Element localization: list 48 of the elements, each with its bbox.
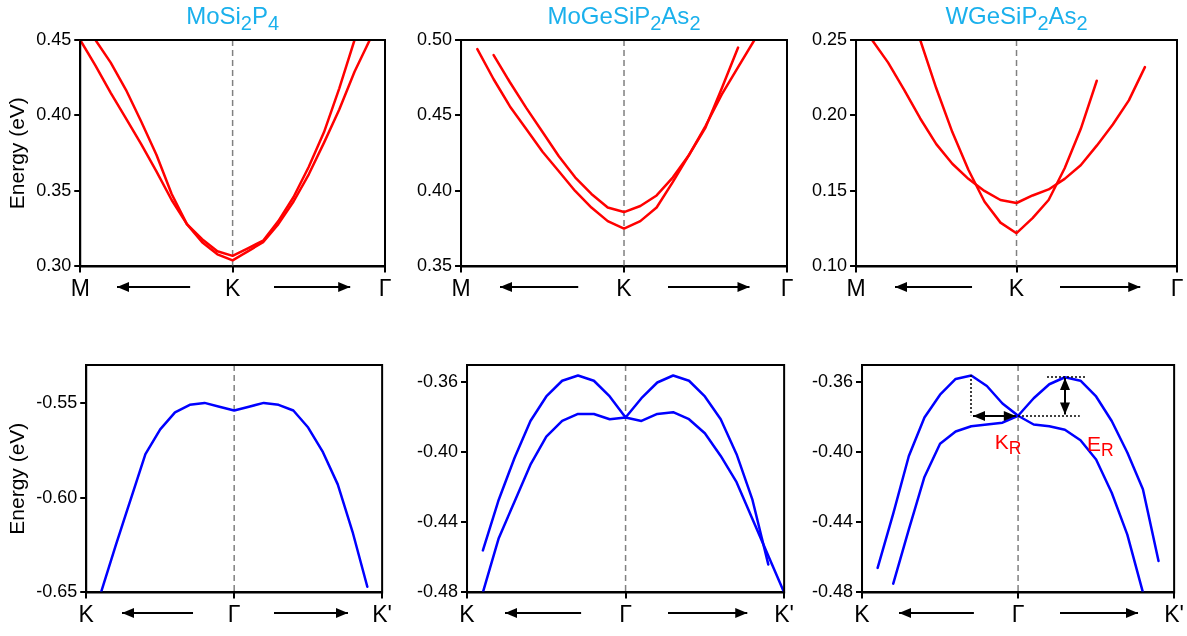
x-tick-label: K bbox=[854, 600, 871, 627]
y-tick-label: -0.36 bbox=[417, 371, 459, 392]
y-axis-title: Energy (eV) bbox=[5, 97, 29, 210]
y-tick-label: -0.65 bbox=[36, 581, 78, 602]
y-axis-title: Energy (eV) bbox=[5, 422, 29, 535]
x-tick-label: M bbox=[846, 274, 866, 301]
y-tick-label: 0.35 bbox=[416, 255, 453, 276]
y-tick-label: 0.30 bbox=[36, 255, 72, 276]
x-tick-label: K' bbox=[372, 600, 392, 627]
y-tick-label: 0.45 bbox=[36, 28, 72, 49]
x-tick-label: K bbox=[224, 274, 241, 301]
x-tick-label: M bbox=[451, 274, 471, 301]
x-tick-label: K bbox=[78, 600, 95, 627]
y-tick-label: 0.50 bbox=[416, 28, 453, 49]
chart-title: MoGeSiP$_{2}$As$_{2}$ bbox=[547, 2, 701, 36]
y-tick-label: 0.20 bbox=[811, 104, 848, 125]
x-tick-label: Γ bbox=[1170, 274, 1184, 301]
annotation: K$_{R}$ bbox=[994, 429, 1022, 459]
annotation: E$_{R}$ bbox=[1086, 432, 1114, 462]
y-tick-label: -0.48 bbox=[417, 581, 459, 602]
y-tick-label: -0.55 bbox=[36, 391, 78, 412]
y-tick-label: 0.45 bbox=[416, 104, 453, 125]
y-tick-label: -0.36 bbox=[812, 371, 854, 392]
x-tick-label: K' bbox=[1164, 600, 1184, 627]
y-tick-label: 0.10 bbox=[811, 255, 848, 276]
x-tick-label: Γ bbox=[780, 274, 794, 301]
x-tick-label: M bbox=[70, 274, 90, 301]
x-tick-label: K bbox=[1008, 274, 1025, 301]
x-tick-label: K bbox=[616, 274, 633, 301]
x-tick-label: Γ bbox=[1011, 600, 1025, 627]
y-tick-label: 0.25 bbox=[811, 28, 848, 49]
y-tick-label: 0.40 bbox=[36, 104, 72, 125]
x-tick-label: K bbox=[459, 600, 476, 627]
y-tick-label: -0.44 bbox=[417, 511, 459, 532]
y-tick-label: -0.40 bbox=[812, 441, 854, 462]
y-tick-label: 0.40 bbox=[416, 179, 453, 200]
x-tick-label: Γ bbox=[619, 600, 633, 627]
x-tick-label: K' bbox=[774, 600, 794, 627]
x-tick-label: Γ bbox=[378, 274, 392, 301]
y-tick-label: -0.40 bbox=[417, 441, 459, 462]
y-tick-label: 0.15 bbox=[811, 179, 848, 200]
y-tick-label: -0.60 bbox=[36, 486, 78, 507]
y-tick-label: -0.48 bbox=[812, 581, 854, 602]
chart-title: WGeSiP$_{2}$As$_{2}$ bbox=[945, 2, 1088, 36]
y-tick-label: 0.35 bbox=[36, 179, 72, 200]
chart-title: MoSi$_{2}$P$_{4}$ bbox=[186, 2, 280, 36]
y-tick-label: -0.44 bbox=[812, 511, 854, 532]
x-tick-label: Γ bbox=[227, 600, 241, 627]
